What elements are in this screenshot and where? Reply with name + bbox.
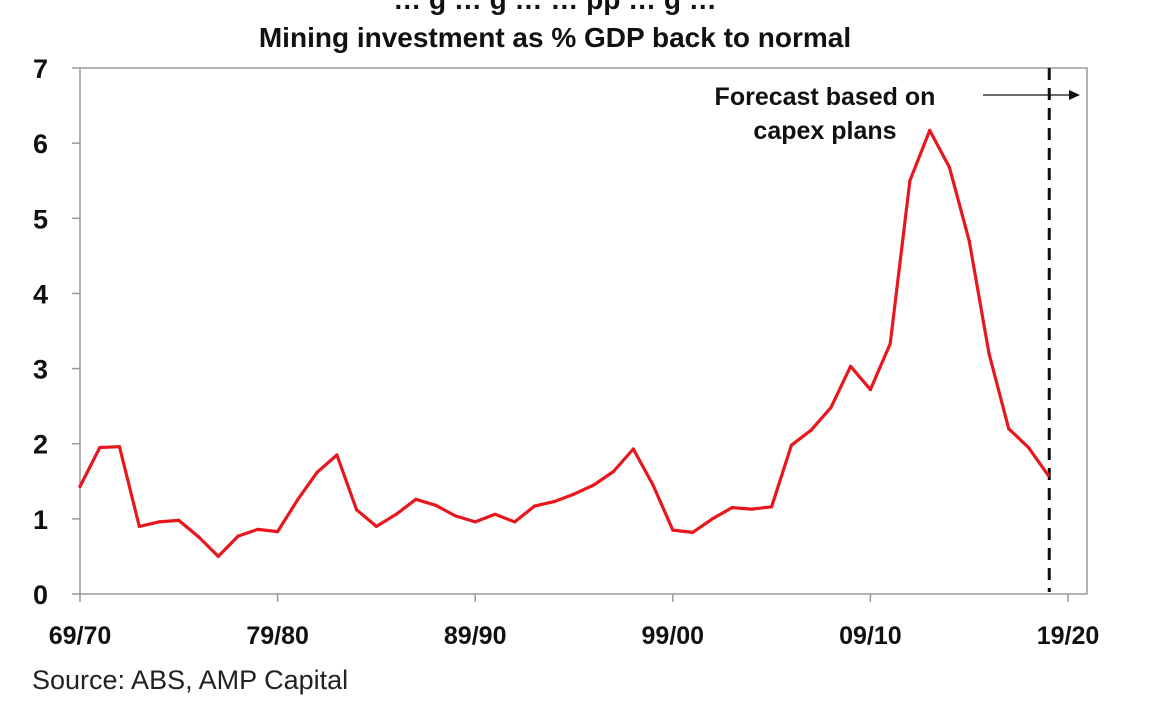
data-point	[631, 447, 635, 451]
data-point	[197, 535, 201, 539]
data-point	[809, 428, 813, 432]
data-point	[947, 165, 952, 169]
data-point	[888, 342, 892, 346]
data-point	[473, 520, 477, 524]
data-point	[770, 505, 774, 509]
forecast-arrow-head	[1069, 90, 1080, 100]
data-point	[493, 512, 497, 516]
forecast-annotation: Forecast based on capex plans	[680, 80, 970, 148]
data-point	[651, 483, 655, 487]
data-point	[236, 534, 240, 538]
x-tick-label: 79/80	[246, 622, 309, 650]
data-point	[98, 445, 102, 450]
data-point	[453, 514, 457, 518]
x-tick-label: 09/10	[839, 622, 902, 650]
data-point	[414, 497, 418, 501]
axes	[79, 67, 1088, 595]
y-tick-label: 7	[33, 54, 48, 84]
cropped-title: … g … g … … pp … g …	[0, 0, 1110, 16]
data-point	[374, 524, 378, 529]
data-point	[117, 445, 122, 449]
data-point	[216, 554, 220, 559]
data-point	[295, 498, 299, 502]
data-point	[513, 520, 517, 524]
annotation-line-1: Forecast based on	[714, 83, 936, 111]
data-point	[710, 517, 714, 521]
y-tick-label: 3	[33, 355, 48, 385]
data-point	[691, 530, 695, 535]
data-point	[592, 483, 596, 487]
data-point	[256, 527, 260, 532]
annotation-line-2: capex plans	[753, 117, 897, 145]
data-point	[157, 520, 161, 524]
data-point	[789, 443, 794, 447]
y-tick-label: 1	[33, 505, 48, 535]
data-point	[572, 492, 576, 496]
data-point	[967, 239, 971, 243]
data-point	[829, 406, 833, 410]
y-tick-label: 4	[33, 279, 48, 309]
series-mining-investment	[78, 128, 1050, 559]
data-point	[1026, 445, 1031, 450]
data-point	[335, 453, 339, 457]
data-point	[908, 179, 912, 183]
data-point	[987, 351, 991, 356]
x-axis-ticks: 69/70 79/80 89/90 99/00 09/10 19/20	[49, 594, 1100, 650]
y-tick-label: 0	[33, 580, 48, 610]
data-point	[177, 518, 181, 523]
data-point	[1046, 473, 1050, 477]
series-line	[78, 128, 1050, 559]
y-tick-label: 6	[33, 129, 48, 159]
data-point	[1007, 427, 1011, 431]
data-point	[434, 503, 438, 507]
data-point	[78, 484, 82, 489]
data-point	[611, 469, 616, 474]
data-point	[276, 530, 280, 534]
source-note: Source: ABS, AMP Capital	[32, 665, 349, 695]
y-axis-ticks: 0 1 2 3 4 5 6 7	[33, 54, 80, 610]
data-point	[315, 470, 319, 474]
y-tick-label: 2	[33, 430, 48, 460]
x-tick-label: 89/90	[444, 622, 507, 650]
data-point	[849, 364, 853, 368]
data-point	[750, 507, 754, 511]
chart-title: Mining investment as % GDP back to norma…	[258, 22, 852, 53]
y-tick-label: 5	[33, 204, 48, 234]
data-point	[671, 528, 675, 532]
data-point	[394, 512, 398, 516]
data-point	[552, 500, 556, 504]
data-point	[868, 388, 873, 392]
x-tick-label: 69/70	[49, 622, 112, 650]
x-tick-label: 99/00	[642, 622, 705, 650]
data-point	[532, 504, 537, 508]
data-point	[730, 506, 734, 510]
plot-frame	[79, 67, 1088, 595]
data-point	[355, 508, 359, 512]
data-point	[928, 128, 932, 132]
x-tick-label: 19/20	[1037, 622, 1100, 650]
forecast-marker	[983, 68, 1080, 592]
data-point	[137, 524, 141, 529]
